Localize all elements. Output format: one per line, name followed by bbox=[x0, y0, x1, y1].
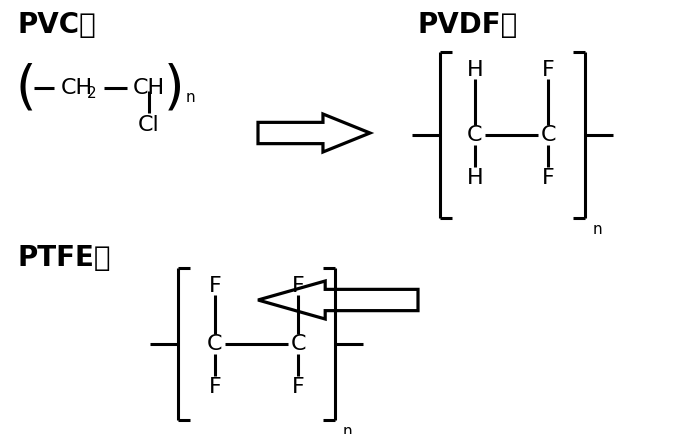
Text: Cl: Cl bbox=[138, 115, 160, 135]
Text: CH: CH bbox=[133, 78, 165, 98]
Text: C: C bbox=[207, 334, 223, 354]
Text: F: F bbox=[209, 377, 221, 397]
Text: F: F bbox=[542, 168, 554, 188]
Text: n: n bbox=[186, 89, 195, 105]
Text: F: F bbox=[292, 276, 304, 296]
Text: F: F bbox=[542, 60, 554, 80]
Text: n: n bbox=[593, 223, 603, 237]
Text: (: ( bbox=[15, 62, 36, 114]
Text: PVDF：: PVDF： bbox=[418, 11, 518, 39]
Text: F: F bbox=[209, 276, 221, 296]
Text: ): ) bbox=[164, 62, 184, 114]
Text: H: H bbox=[467, 60, 483, 80]
Text: C: C bbox=[290, 334, 306, 354]
Polygon shape bbox=[258, 114, 370, 152]
Text: H: H bbox=[467, 168, 483, 188]
Text: C: C bbox=[540, 125, 556, 145]
Text: n: n bbox=[343, 424, 353, 434]
Text: C: C bbox=[468, 125, 483, 145]
Text: PTFE：: PTFE： bbox=[18, 244, 111, 272]
Polygon shape bbox=[258, 281, 418, 319]
Text: PVC：: PVC： bbox=[18, 11, 97, 39]
Text: CH: CH bbox=[61, 78, 93, 98]
Text: 2: 2 bbox=[88, 86, 97, 102]
Text: F: F bbox=[292, 377, 304, 397]
